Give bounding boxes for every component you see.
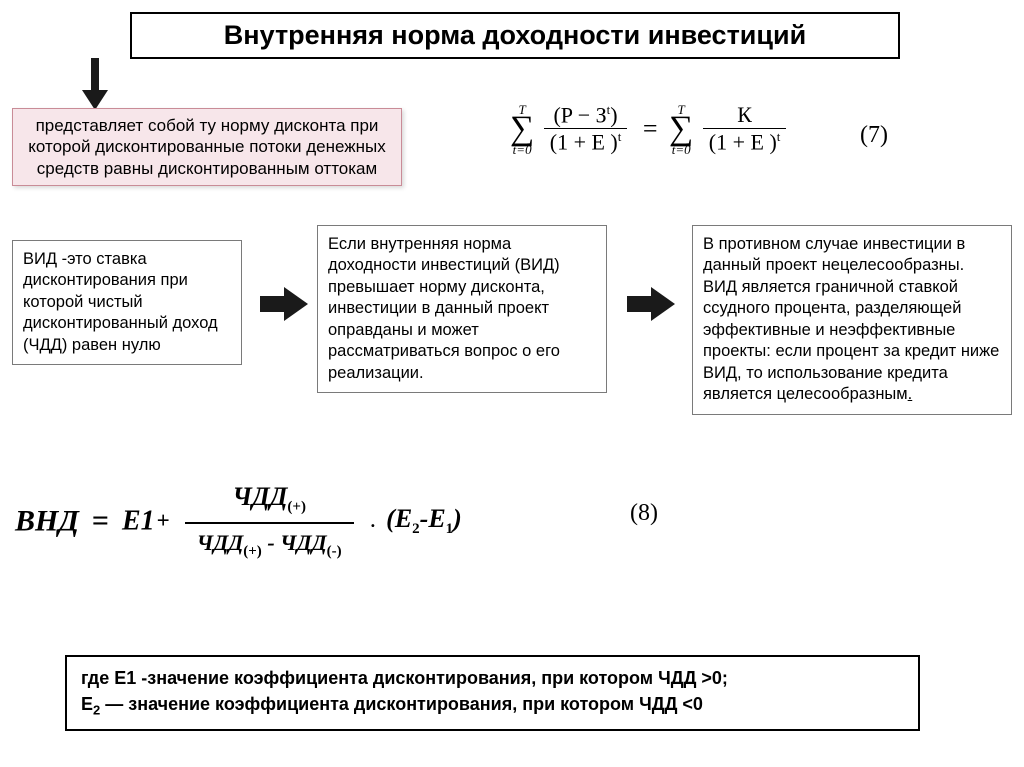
explanation-box-2: Если внутренняя норма доходности инвести… <box>317 225 607 393</box>
arrow-right-icon <box>260 285 308 323</box>
legend-line-1: где Е1 -значение коэффициента дисконтиро… <box>81 665 904 691</box>
legend-box: где Е1 -значение коэффициента дисконтиро… <box>65 655 920 731</box>
equation-7-number: (7) <box>860 122 888 149</box>
page-title: Внутренняя норма доходности инвестиций <box>130 12 900 59</box>
formula-8: ВНД = Е1+ ЧДД(+) ЧДД(+) - ЧДД(-) . (Е2-Е… <box>15 480 462 563</box>
explanation-box-3: В противном случае инвестиции в данный п… <box>692 225 1012 415</box>
definition-box: представляет собой ту норму дисконта при… <box>12 108 402 186</box>
arrow-down-icon <box>80 58 110 110</box>
arrow-right-icon <box>627 285 675 323</box>
explanation-box-1: ВИД -это ставка дисконтирования при кото… <box>12 240 242 365</box>
legend-line-2: Е2 — значение коэффициента дисконтирован… <box>81 691 904 720</box>
equation-8-number: (8) <box>630 500 658 527</box>
formula-7: T ∑ t=0 (P − Зt) (1 + E )t = T ∑ t=0 К (… <box>510 102 790 156</box>
